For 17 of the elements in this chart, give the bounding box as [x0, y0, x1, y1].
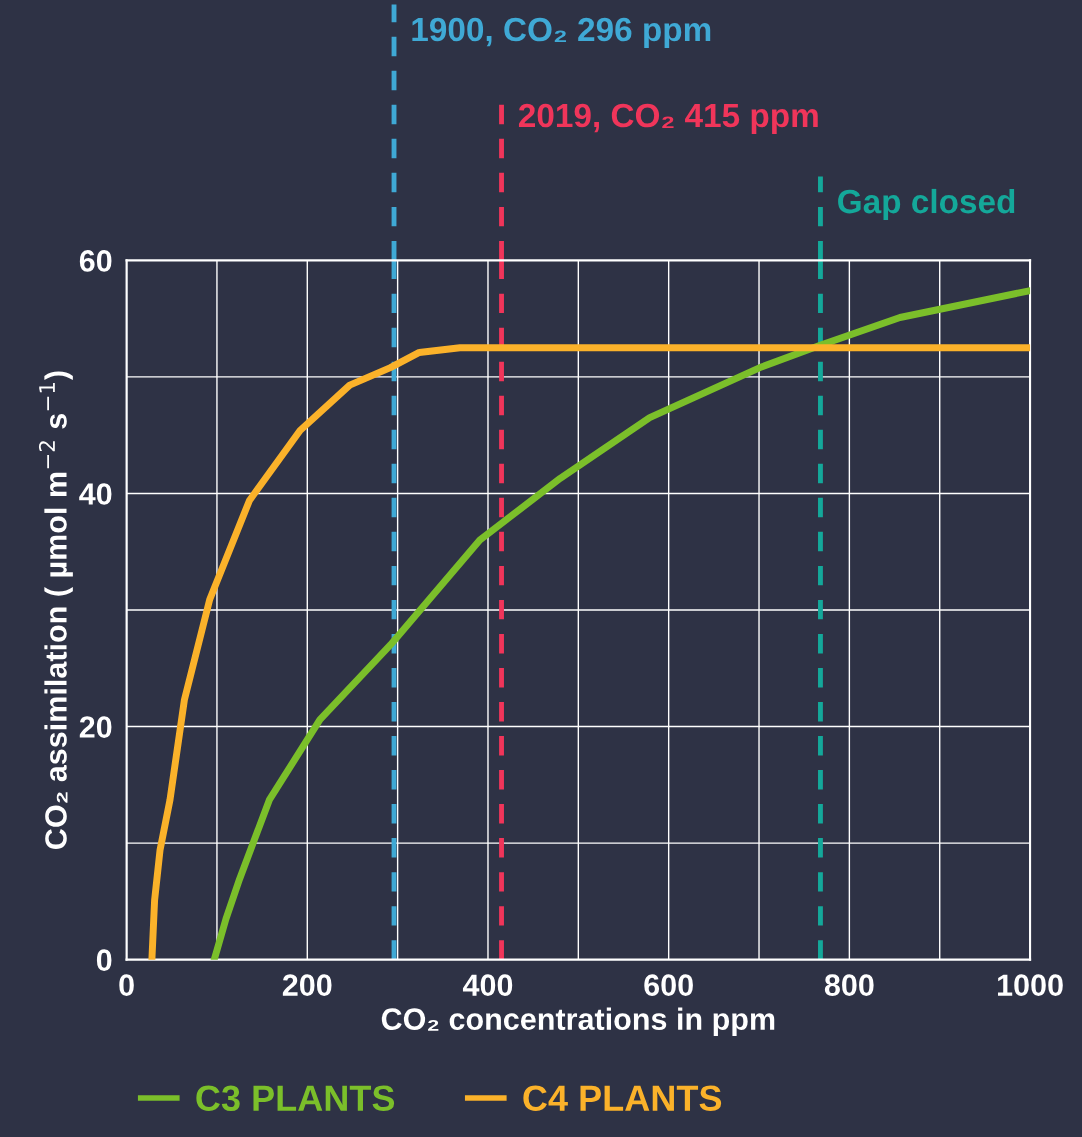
- legend-label: C3 PLANTS: [196, 1085, 395, 1112]
- legend-label: C4 PLANTS: [523, 1085, 722, 1112]
- x-tick-label: 400: [462, 974, 513, 996]
- y-tick-label: 0: [96, 949, 112, 971]
- x-tick-label: 1000: [998, 974, 1063, 996]
- y-tick-label: 60: [79, 250, 112, 272]
- y-axis-title: CO₂ assimilation ( µmol m$^{−2}$ s$^{−1}$): [38, 371, 73, 849]
- ref-line-label: 2019, CO₂ 415 ppm: [518, 103, 818, 134]
- y-tick-label: 40: [79, 483, 112, 505]
- x-tick-label: 600: [644, 974, 693, 996]
- ref-line-label: Gap closed: [838, 188, 1015, 220]
- y-tick-label: 20: [79, 716, 112, 738]
- x-tick-label: 0: [119, 974, 134, 996]
- x-tick-label: 800: [824, 974, 874, 996]
- ref-line-label: 1900, CO₂ 296 ppm: [412, 17, 711, 48]
- x-axis-title: CO₂ concentrations in ppm: [381, 1007, 775, 1037]
- x-tick-label: 200: [282, 974, 332, 996]
